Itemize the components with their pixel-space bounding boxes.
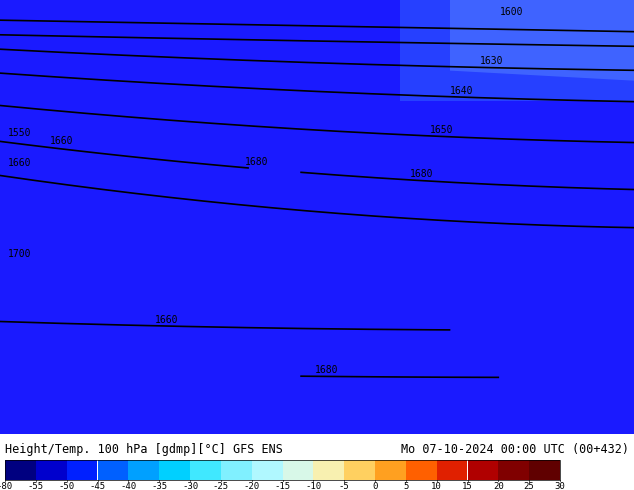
Text: 15: 15 [462,482,473,490]
Bar [190,460,221,480]
Bar [36,460,67,480]
Text: -20: -20 [243,482,260,490]
Text: -25: -25 [213,482,229,490]
Text: 1660: 1660 [155,315,179,325]
Text: 1550: 1550 [8,128,32,138]
Text: -15: -15 [275,482,290,490]
Text: -10: -10 [305,482,321,490]
Text: 1640: 1640 [450,86,474,96]
Bar [98,460,128,480]
Bar [283,460,313,480]
Bar [128,460,159,480]
Text: Height/Temp. 100 hPa [gdmp][°C] GFS ENS: Height/Temp. 100 hPa [gdmp][°C] GFS ENS [5,442,283,456]
Text: -55: -55 [28,482,44,490]
Bar [221,460,252,480]
Text: 1680: 1680 [245,156,269,167]
Text: -40: -40 [120,482,136,490]
Text: 1680: 1680 [410,169,434,179]
Text: 1680: 1680 [315,366,339,375]
Text: 0: 0 [372,482,378,490]
Bar [529,460,560,480]
Text: 25: 25 [524,482,534,490]
Text: 1630: 1630 [480,56,503,67]
Bar [313,460,344,480]
Text: -50: -50 [58,482,75,490]
Text: 10: 10 [431,482,442,490]
Text: -5: -5 [339,482,349,490]
Bar [5,460,36,480]
Text: -30: -30 [182,482,198,490]
Bar [437,460,467,480]
Bar [344,460,375,480]
Text: 5: 5 [403,482,408,490]
Polygon shape [450,0,634,81]
Text: Mo 07-10-2024 00:00 UTC (00+432): Mo 07-10-2024 00:00 UTC (00+432) [401,442,629,456]
Bar [375,460,406,480]
Text: 1660: 1660 [8,158,32,169]
Polygon shape [400,0,634,101]
Bar [252,460,283,480]
Bar [159,460,190,480]
Text: 20: 20 [493,482,503,490]
Bar [498,460,529,480]
Text: 1650: 1650 [430,125,453,135]
Text: 1700: 1700 [8,249,32,259]
Text: 1600: 1600 [500,7,524,17]
Bar [5,460,560,480]
Text: -45: -45 [89,482,106,490]
Text: -80: -80 [0,482,13,490]
Bar [67,460,98,480]
Text: 1660: 1660 [50,136,74,147]
Text: 30: 30 [555,482,566,490]
Bar [467,460,498,480]
Text: -35: -35 [151,482,167,490]
Bar [406,460,437,480]
